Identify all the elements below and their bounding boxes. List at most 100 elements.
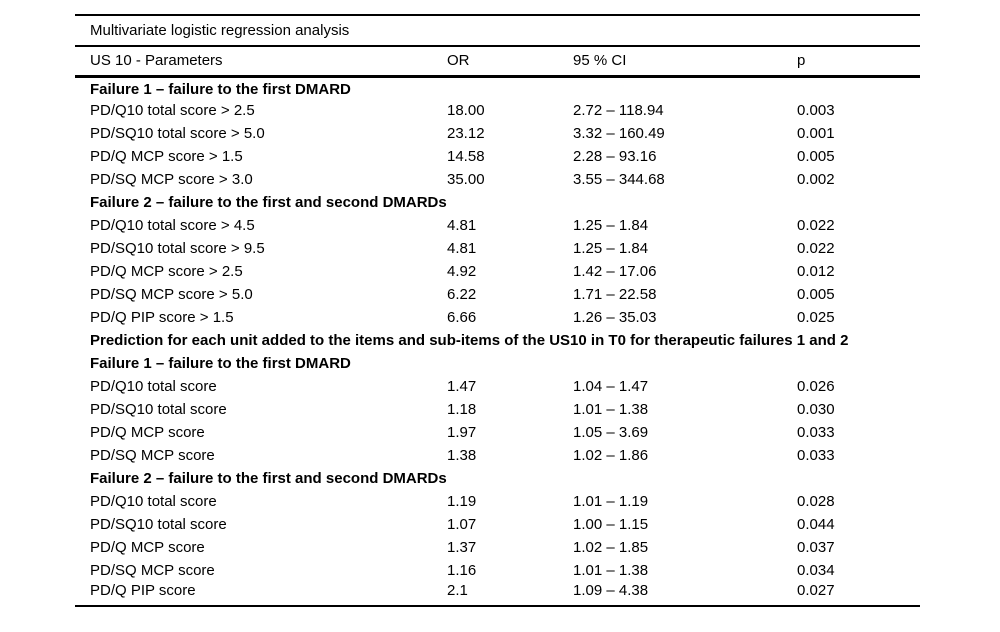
or-cell: 1.18 [447,401,477,418]
table-title: Multivariate logistic regression analysi… [90,22,350,39]
p-cell: 0.044 [797,516,835,533]
table-row: PD/Q MCP score > 1.5 14.58 2.28 – 93.16 0.0… [75,145,920,168]
column-header-p: p [797,52,806,70]
or-cell: 2.1 [447,582,468,599]
table-row: PD/Q MCP score 1.37 1.02 – 1.85 0.037 [75,536,920,559]
ci-cell: 1.05 – 3.69 [573,424,649,441]
section-row: Prediction for each unit added to the it… [75,329,920,352]
table-row: PD/Q10 total score > 4.5 4.81 1.25 – 1.84 0… [75,214,920,237]
or-cell: 18.00 [447,102,485,119]
ci-cell: 1.26 – 35.03 [573,309,657,326]
p-cell: 0.012 [797,263,835,280]
ci-cell: 1.42 – 17.06 [573,263,657,280]
parameter-cell: PD/Q PIP score > 1.5 [90,309,234,326]
table-row: PD/Q PIP score > 1.5 6.66 1.26 – 35.03 0.02… [75,306,920,329]
parameter-cell: PD/SQ MCP score [90,562,215,579]
parameter-cell: PD/SQ10 total score > 9.5 [90,240,265,257]
parameter-cell: PD/Q MCP score > 2.5 [90,263,243,280]
table-row: PD/Q MCP score 1.97 1.05 – 3.69 0.033 [75,421,920,444]
p-cell: 0.001 [797,125,835,142]
section-label: Failure 2 – failure to the first and sec… [90,194,447,211]
p-cell: 0.005 [797,286,835,303]
parameter-cell: PD/SQ10 total score [90,401,227,418]
parameter-cell: PD/SQ10 total score > 5.0 [90,125,265,142]
parameter-cell: PD/Q10 total score > 4.5 [90,217,255,234]
ci-cell: 3.55 – 344.68 [573,171,665,188]
or-cell: 23.12 [447,125,485,142]
ci-cell: 1.09 – 4.38 [573,582,649,599]
parameter-cell: PD/Q10 total score [90,378,217,395]
table-body: Failure 1 – failure to the first DMARD PD… [75,76,920,606]
section-label: Failure 1 – failure to the first DMARD [90,355,351,372]
column-header-or: OR [447,52,470,70]
parameter-cell: PD/Q10 total score > 2.5 [90,102,255,119]
or-cell: 6.66 [447,309,477,326]
ci-cell: 1.01 – 1.38 [573,401,649,418]
table-row: PD/SQ MCP score > 3.0 35.00 3.55 – 344.68 0… [75,168,920,191]
table-row: PD/SQ10 total score 1.07 1.00 – 1.15 0.044 [75,513,920,536]
regression-table: Multivariate logistic regression analysi… [75,14,921,607]
or-cell: 1.97 [447,424,477,441]
table-row: PD/Q10 total score 1.19 1.01 – 1.19 0.028 [75,490,920,513]
p-cell: 0.033 [797,447,835,464]
ci-cell: 1.25 – 1.84 [573,240,649,257]
or-cell: 1.38 [447,447,477,464]
table-row: PD/Q10 total score 1.47 1.04 – 1.47 0.026 [75,375,920,398]
ci-cell: 1.04 – 1.47 [573,378,649,395]
parameter-cell: PD/Q10 total score [90,493,217,510]
p-cell: 0.005 [797,148,835,165]
table-row: PD/SQ MCP score 1.38 1.02 – 1.86 0.033 [75,444,920,467]
ci-cell: 1.00 – 1.15 [573,516,649,533]
or-cell: 1.07 [447,516,477,533]
p-cell: 0.026 [797,378,835,395]
p-cell: 0.003 [797,102,835,119]
ci-cell: 2.72 – 118.94 [573,102,664,119]
p-cell: 0.033 [797,424,835,441]
or-cell: 1.19 [447,493,477,510]
ci-cell: 1.25 – 1.84 [573,217,649,234]
ci-cell: 1.01 – 1.38 [573,562,649,579]
or-cell: 4.81 [447,240,477,257]
table-row: PD/Q10 total score > 2.5 18.00 2.72 – 118.… [75,99,920,122]
p-cell: 0.027 [797,582,835,599]
ci-cell: 1.02 – 1.85 [573,539,649,556]
or-cell: 4.81 [447,217,477,234]
ci-cell: 2.28 – 93.16 [573,148,657,165]
parameter-cell: PD/SQ MCP score > 3.0 [90,171,253,188]
or-cell: 1.16 [447,562,477,579]
section-row: Failure 1 – failure to the first DMARD [75,352,920,375]
ci-cell: 1.71 – 22.58 [573,286,657,303]
table-row: PD/SQ10 total score > 5.0 23.12 3.32 – 160… [75,122,920,145]
or-cell: 35.00 [447,171,485,188]
section-label: Failure 2 – failure to the first and sec… [90,470,447,487]
table-row: PD/Q PIP score 2.1 1.09 – 4.38 0.027 [75,582,920,606]
p-cell: 0.034 [797,562,835,579]
section-row: Failure 2 – failure to the first and sec… [75,191,920,214]
table-row: PD/SQ MCP score > 5.0 6.22 1.71 – 22.58 0.0… [75,283,920,306]
or-cell: 14.58 [447,148,485,165]
or-cell: 6.22 [447,286,477,303]
parameter-cell: PD/Q MCP score [90,539,205,556]
parameter-cell: PD/Q PIP score [90,582,196,599]
ci-cell: 1.01 – 1.19 [573,493,649,510]
p-cell: 0.037 [797,539,835,556]
section-row: Failure 1 – failure to the first DMARD [75,76,920,99]
p-cell: 0.025 [797,309,835,326]
parameter-cell: PD/Q MCP score [90,424,205,441]
parameter-cell: PD/SQ MCP score [90,447,215,464]
or-cell: 1.37 [447,539,477,556]
parameter-cell: PD/Q MCP score > 1.5 [90,148,243,165]
section-label: Failure 1 – failure to the first DMARD [90,81,351,99]
p-cell: 0.002 [797,171,835,188]
table-row: PD/SQ MCP score 1.16 1.01 – 1.38 0.034 [75,559,920,582]
column-header-ci: 95 % CI [573,52,627,70]
or-cell: 4.92 [447,263,477,280]
table-row: PD/SQ10 total score 1.18 1.01 – 1.38 0.030 [75,398,920,421]
column-header-parameters: US 10 - Parameters [90,52,223,70]
p-cell: 0.022 [797,240,835,257]
p-cell: 0.022 [797,217,835,234]
parameter-cell: PD/SQ MCP score > 5.0 [90,286,253,303]
ci-cell: 3.32 – 160.49 [573,125,665,142]
table-header-row: US 10 - Parameters OR 95 % CI p [75,46,921,76]
